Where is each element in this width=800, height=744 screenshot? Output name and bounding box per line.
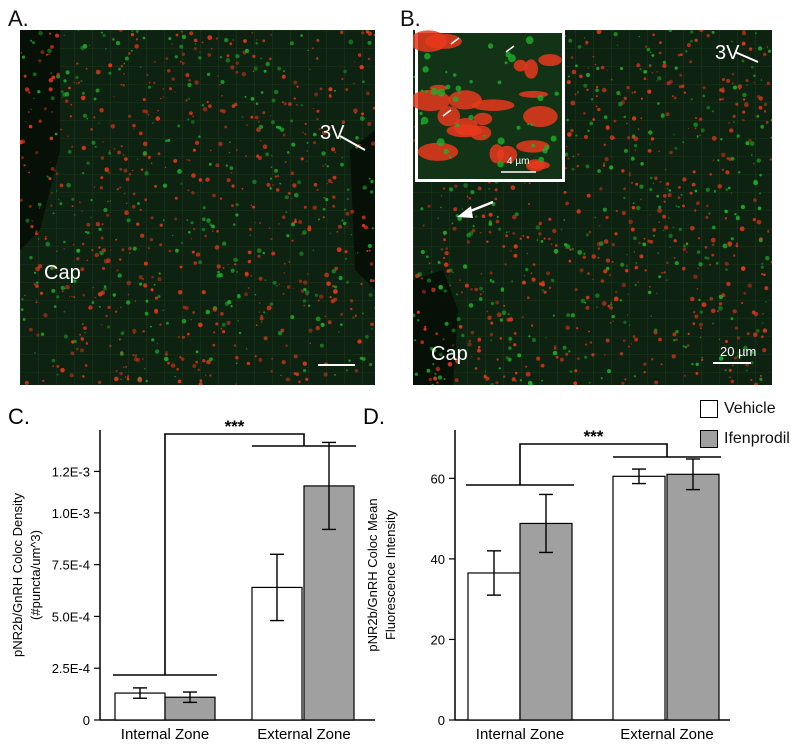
y-tick-label: 60 bbox=[431, 471, 445, 486]
y-tick-label: 1.0E-3 bbox=[52, 506, 90, 521]
dark-region-cap bbox=[413, 270, 458, 385]
significance-stars: *** bbox=[584, 427, 604, 446]
significance-stars: *** bbox=[225, 417, 245, 436]
inset-b bbox=[413, 30, 565, 182]
y-tick-label: 0 bbox=[83, 713, 90, 728]
chart-1: D. 0 20 40 60 pNR2b/GnRH Coloc Mean Fluorescen… bbox=[363, 404, 730, 743]
legend-label-vehicle: Vehicle bbox=[724, 400, 776, 417]
y-tick-label: 1.2E-3 bbox=[52, 464, 90, 479]
ventricle-label-b: 3V bbox=[715, 42, 740, 64]
micrograph-b-image bbox=[413, 30, 772, 385]
chart-panel-letter: C. bbox=[8, 404, 30, 429]
inset-scale-bar-label: 4 µm bbox=[507, 156, 530, 167]
y-tick-label: 0 bbox=[438, 713, 445, 728]
ventricle-pointer-a bbox=[339, 135, 366, 151]
y-tick-label: 20 bbox=[431, 632, 445, 647]
bar-vehicle-1 bbox=[612, 475, 666, 721]
chart-0: C. 0 2.5E-4 5.0E-4 7.5E-4 1.0E-3 1.2E-3 pNR2b/G… bbox=[8, 404, 375, 743]
micrograph-b: Cap 3V 20 µm 4 µm bbox=[413, 30, 772, 385]
y-tick-label: 40 bbox=[431, 552, 445, 567]
y-tick-label: 7.5E-4 bbox=[52, 558, 90, 573]
ventricle-label-a: 3V bbox=[320, 122, 345, 144]
category-label: External Zone bbox=[620, 726, 713, 743]
category-label: Internal Zone bbox=[121, 726, 209, 743]
y-axis-label: pNR2b/GnRH Coloc Mean bbox=[365, 498, 380, 651]
category-label: Internal Zone bbox=[476, 726, 564, 743]
cap-label-b: Cap bbox=[431, 343, 468, 365]
legend-item-vehicle: Vehicle bbox=[700, 394, 790, 424]
legend-item-ifenprodil: Ifenprodil bbox=[700, 424, 790, 454]
y-axis-label: (#puncta/um^3) bbox=[28, 530, 43, 620]
panel-b-letter: B. bbox=[400, 6, 421, 31]
legend-label-ifenprodil: Ifenprodil bbox=[724, 430, 790, 447]
dark-region-ventricle bbox=[350, 130, 375, 290]
significance-bracket bbox=[519, 443, 668, 485]
chart-panel-letter: D. bbox=[363, 404, 385, 429]
y-tick-label: 5.0E-4 bbox=[52, 609, 90, 624]
ventricle-pointer-b bbox=[734, 51, 759, 63]
category-label: External Zone bbox=[257, 726, 350, 743]
legend-swatch-vehicle bbox=[700, 400, 718, 418]
y-axis-label: Fluorescence Intensity bbox=[383, 509, 398, 640]
cap-label-a: Cap bbox=[44, 262, 81, 284]
significance-bracket bbox=[164, 433, 305, 675]
y-axis-label: pNR2b/GnRH Coloc Density bbox=[10, 493, 25, 658]
micrograph-a: Cap 3V bbox=[20, 30, 375, 385]
panel-a-letter: A. bbox=[8, 6, 29, 31]
legend: Vehicle Ifenprodil bbox=[700, 394, 790, 454]
arrow-b bbox=[457, 200, 494, 218]
legend-swatch-ifenprodil bbox=[700, 430, 718, 448]
y-tick-label: 2.5E-4 bbox=[52, 661, 90, 676]
scale-bar-label-b: 20 µm bbox=[720, 344, 757, 359]
bar-ifenprodil-1 bbox=[666, 473, 720, 721]
dark-region-left bbox=[20, 30, 60, 250]
micrograph-a-image bbox=[20, 30, 375, 385]
bar-vehicle-0 bbox=[467, 572, 521, 721]
